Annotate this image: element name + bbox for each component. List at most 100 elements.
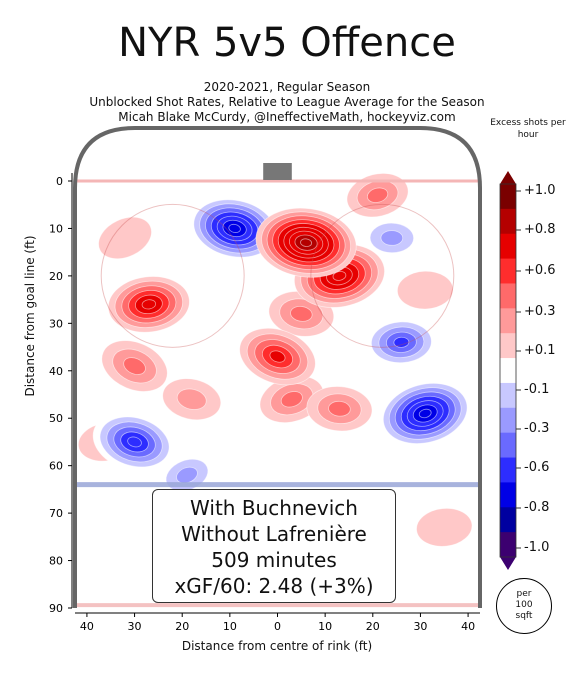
colorbar-tick-label: +0.6: [524, 263, 556, 278]
colorbar-segment: [500, 457, 516, 483]
annotation-box: With Buchnevich Without Lafrenière 509 m…: [152, 489, 396, 603]
heat-region: [239, 327, 316, 386]
x-tick-label: 20: [175, 620, 189, 633]
heat-contour: [280, 391, 303, 408]
x-tick-label: 40: [80, 620, 94, 633]
annotation-without: Without Lafrenière: [181, 522, 367, 546]
heat-contour: [393, 336, 410, 348]
colorbar-segment: [500, 283, 516, 309]
colorbar-segment: [500, 382, 516, 409]
colorbar-tick-label: -0.8: [524, 500, 550, 515]
heat-region: [162, 378, 222, 421]
heat-contour: [366, 187, 389, 203]
y-tick-label: 80: [49, 555, 63, 568]
annotation-minutes: 509 minutes: [211, 548, 337, 572]
heat-contour: [380, 230, 404, 246]
heat-contour: [269, 350, 286, 363]
colorbar-segment: [500, 532, 516, 558]
goal-net: [263, 163, 292, 180]
heat-contour: [228, 223, 241, 233]
y-tick-label: 30: [49, 317, 63, 330]
subtitle-credit: Micah Blake McCurdy, @IneffectiveMath, h…: [118, 110, 456, 124]
heat-contour: [127, 436, 142, 448]
x-tick-label: 10: [318, 620, 332, 633]
colorbar-frame: [499, 183, 517, 558]
colorbar-tick-label: -1.0: [524, 540, 550, 555]
colorbar-tick-label: -0.3: [524, 421, 550, 436]
colorbar-top-arrow: [500, 171, 516, 184]
subtitle-description: Unblocked Shot Rates, Relative to League…: [89, 95, 485, 109]
per-area-line-3: sqft: [515, 611, 533, 621]
y-tick-label: 40: [49, 365, 63, 378]
x-axis-label: Distance from centre of rink (ft): [181, 639, 373, 653]
colorbar-tick-label: -0.1: [524, 382, 550, 397]
colorbar-tick-label: +1.0: [524, 183, 556, 198]
per-area-line-1: per: [516, 589, 532, 599]
x-tick-label: 30: [413, 620, 427, 633]
annotation-xgf: xGF/60: 2.48 (+3%): [174, 574, 374, 598]
heat-contour: [141, 299, 157, 310]
heat-region: [255, 207, 357, 278]
heat-contour: [396, 270, 454, 310]
heat-region: [101, 340, 168, 392]
colorbar-segment: [500, 208, 516, 235]
y-tick-label: 90: [49, 602, 63, 615]
colorbar-segment: [500, 233, 516, 260]
faceoff-circle-left: [100, 203, 245, 348]
colorbar-segment: [500, 507, 516, 533]
y-tick-label: 50: [49, 412, 63, 425]
colorbar-segment: [500, 184, 516, 210]
per-area-badge: per 100 sqft: [496, 578, 552, 634]
heat-region: [358, 215, 425, 261]
heat-region: [363, 316, 440, 369]
heat-region: [376, 378, 474, 449]
colorbar-tick-label: -0.6: [524, 460, 550, 475]
colorbar-title: Excess shots per hour: [490, 118, 566, 140]
heat-contour: [123, 357, 146, 375]
heat-contour: [290, 305, 313, 322]
colorbar-segment: [500, 432, 516, 459]
colorbar-tick-label: +0.3: [524, 304, 556, 319]
x-tick-label: 40: [461, 620, 475, 633]
heat-contour: [416, 507, 473, 547]
heat-region: [107, 276, 190, 333]
y-axis-label: Distance from goal line (ft): [23, 235, 37, 397]
y-tick-label: 60: [49, 460, 63, 473]
heat-region: [92, 411, 177, 473]
heat-contour: [328, 400, 351, 417]
heat-contour: [418, 408, 432, 419]
subtitle-season: 2020-2021, Regular Season: [203, 80, 371, 94]
heat-contour: [300, 238, 313, 247]
heat-contour: [98, 216, 152, 260]
heat-region: [396, 270, 454, 310]
colorbar: [499, 171, 521, 570]
annotation-with: With Buchnevich: [190, 496, 358, 520]
colorbar-segment: [500, 358, 516, 384]
colorbar-tick-label: +0.8: [524, 222, 556, 237]
heat-contour: [176, 388, 207, 410]
heat-region: [306, 386, 373, 432]
heat-region: [98, 216, 152, 260]
x-tick-label: 20: [366, 620, 380, 633]
colorbar-segment: [500, 407, 516, 434]
per-area-line-2: 100: [515, 600, 533, 610]
colorbar-segment: [500, 258, 516, 284]
y-tick-label: 0: [56, 175, 63, 188]
rink-boards: [73, 126, 482, 608]
chart-title: NYR 5v5 Offence: [118, 20, 456, 66]
colorbar-segment: [500, 333, 516, 359]
x-tick-label: 30: [128, 620, 142, 633]
y-tick-label: 70: [49, 507, 63, 520]
heat-region: [346, 173, 409, 218]
x-tick-label: 10: [223, 620, 237, 633]
heat-contour: [176, 466, 198, 484]
faceoff-circle-right: [310, 203, 455, 348]
y-tick-label: 10: [49, 222, 63, 235]
heat-region: [416, 507, 473, 547]
x-tick-label: 0: [274, 620, 281, 633]
colorbar-tick-label: +0.1: [524, 343, 556, 358]
colorbar-bottom-arrow: [500, 557, 516, 570]
y-tick-label: 20: [49, 270, 63, 283]
colorbar-segment: [500, 482, 516, 508]
